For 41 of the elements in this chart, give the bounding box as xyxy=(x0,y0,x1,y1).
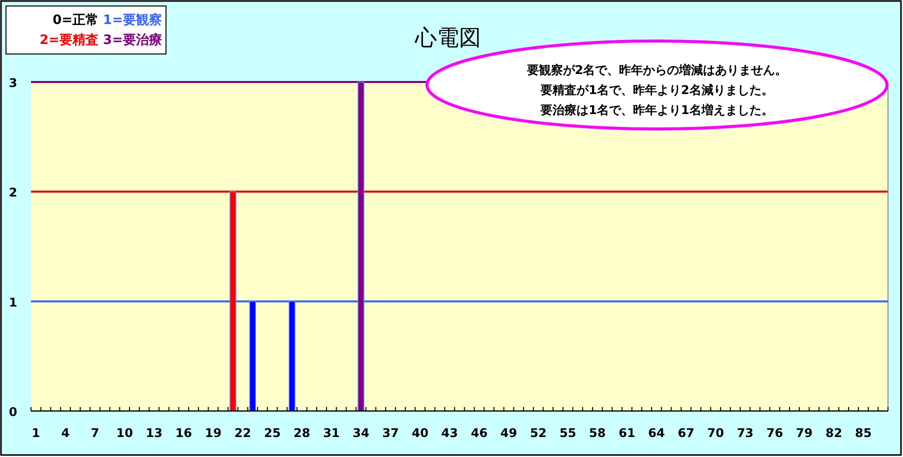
y-tick-label: 0 xyxy=(8,405,18,419)
x-tick-label: 43 xyxy=(441,426,458,440)
x-tick-label: 70 xyxy=(707,426,724,440)
x-tick-label: 49 xyxy=(500,426,518,440)
x-tick-label: 19 xyxy=(204,426,222,440)
x-tick-label: 82 xyxy=(825,426,842,440)
x-tick-label: 46 xyxy=(470,426,488,440)
ref-line-label: 3=要治療 xyxy=(98,32,162,48)
x-tick-label: 61 xyxy=(618,426,636,440)
x-tick-label: 79 xyxy=(796,426,813,440)
x-tick-label: 64 xyxy=(648,426,665,440)
x-tick-label: 25 xyxy=(264,426,281,440)
ref-line-label: 1=要観察 xyxy=(98,12,162,28)
x-tick-label: 1 xyxy=(32,426,40,440)
x-tick-label: 22 xyxy=(234,426,252,440)
x-tick-label: 85 xyxy=(855,426,872,440)
x-tick-label: 7 xyxy=(90,426,100,440)
bar xyxy=(249,300,256,412)
x-tick-label: 55 xyxy=(560,426,576,440)
legend: 0=正常 1=要観察 2=要精査 3=要治療 xyxy=(6,6,166,54)
x-tick-label: 34 xyxy=(352,426,370,440)
x-tick-label: 40 xyxy=(412,426,428,440)
annotation: 要精査が1名で、昨年より2名減りました。 xyxy=(540,83,774,97)
x-tick-label: 4 xyxy=(61,426,70,440)
x-tick-label: 52 xyxy=(530,426,547,440)
bar xyxy=(288,300,296,412)
x-tick-label: 13 xyxy=(146,426,162,440)
annotation: 要治療は1名で、昨年より1名増えました。 xyxy=(540,103,774,117)
ref-line-label: 2=要精査 xyxy=(40,33,99,48)
x-tick-label: 31 xyxy=(323,426,340,440)
x-tick-label: 76 xyxy=(766,426,784,440)
y-tick-label: 2 xyxy=(8,186,18,200)
x-tick-label: 28 xyxy=(294,426,310,440)
y-tick-label: 3 xyxy=(8,76,18,90)
x-tick-label: 10 xyxy=(116,426,133,440)
x-tick-label: 73 xyxy=(736,426,754,440)
x-tick-label: 67 xyxy=(678,426,694,440)
x-tick-label: 58 xyxy=(589,426,606,440)
x-tick-label: 16 xyxy=(175,426,192,440)
x-tick-label: 37 xyxy=(382,426,399,440)
y-tick-label: 1 xyxy=(8,295,18,310)
